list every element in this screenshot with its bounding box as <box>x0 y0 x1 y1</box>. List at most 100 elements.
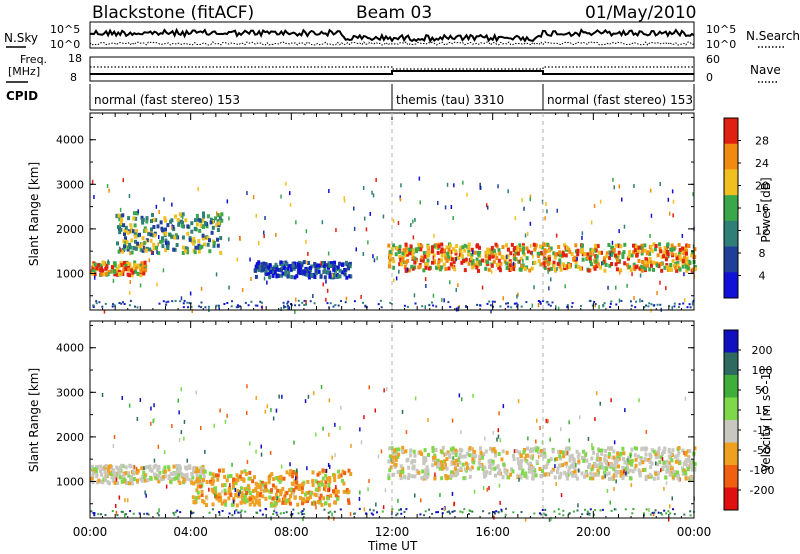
data-cell <box>609 462 613 467</box>
data-cell <box>475 260 479 265</box>
data-cell <box>372 193 375 198</box>
data-cell <box>302 260 306 265</box>
data-cell <box>345 275 349 280</box>
data-cell <box>447 247 451 252</box>
data-cell <box>338 261 342 266</box>
data-cell <box>672 263 676 268</box>
data-cell <box>390 446 394 451</box>
data-cell <box>609 306 612 308</box>
data-cell <box>577 459 581 464</box>
data-cell <box>288 306 290 311</box>
data-cell <box>274 262 278 267</box>
data-cell <box>643 248 647 253</box>
data-cell <box>615 267 619 272</box>
data-cell <box>113 304 116 307</box>
data-cell <box>687 458 691 463</box>
data-cell <box>452 216 454 220</box>
data-cell <box>644 260 648 265</box>
data-cell <box>682 462 686 466</box>
y-tick-label: 2000 <box>56 431 84 444</box>
data-cell <box>466 192 468 197</box>
data-cell <box>648 267 652 272</box>
data-cell <box>287 300 290 303</box>
data-cell <box>297 299 300 302</box>
data-cell <box>190 221 194 226</box>
data-cell <box>625 471 627 476</box>
data-cell <box>673 302 676 305</box>
data-cell <box>129 268 133 273</box>
data-cell <box>549 304 552 307</box>
data-cell <box>289 202 292 207</box>
colorbar-tick-label: 4 <box>759 270 766 283</box>
data-cell <box>166 240 170 245</box>
data-cell <box>364 216 366 221</box>
data-cell <box>189 291 192 296</box>
data-cell <box>263 234 265 239</box>
data-cell <box>145 493 147 498</box>
data-cell <box>305 272 309 277</box>
data-cell <box>124 465 128 470</box>
data-cell <box>612 463 616 468</box>
data-cell <box>603 268 607 273</box>
data-cell <box>399 469 403 474</box>
frequency-panel: Freq. [MHz] 18 8 60 0 Nave <box>6 52 781 84</box>
data-cell <box>113 481 117 485</box>
y-tick-label: 3000 <box>56 386 84 399</box>
data-cell <box>633 466 637 471</box>
data-cell <box>307 275 311 280</box>
colorbar-tick-label: 100 <box>752 364 773 377</box>
data-cell <box>619 268 623 273</box>
data-cell <box>212 241 216 245</box>
data-cell <box>613 185 615 190</box>
data-cell <box>451 264 455 269</box>
data-cell <box>500 508 503 511</box>
data-cell <box>315 263 319 268</box>
data-cell <box>681 233 684 238</box>
data-cell <box>687 456 691 461</box>
data-cell <box>507 305 510 308</box>
data-cell <box>540 250 543 255</box>
data-cell <box>625 458 629 462</box>
data-cell <box>436 458 440 463</box>
data-cell <box>516 473 519 478</box>
data-cell <box>319 493 323 498</box>
data-cell <box>584 508 586 511</box>
data-cell <box>602 304 605 306</box>
data-cell <box>93 512 96 515</box>
data-cell <box>438 466 442 471</box>
data-cell <box>201 218 205 223</box>
data-cell <box>269 270 273 275</box>
data-cell <box>93 272 97 277</box>
data-cell <box>389 301 392 304</box>
data-cell <box>423 474 426 479</box>
data-cell <box>541 509 544 511</box>
data-cell <box>155 475 159 480</box>
data-cell <box>358 496 361 501</box>
data-cell <box>418 176 421 181</box>
data-cell <box>559 456 562 461</box>
data-cell <box>610 446 614 451</box>
colorbar-swatch <box>724 352 738 376</box>
data-cell <box>157 242 159 247</box>
data-cell <box>693 247 697 252</box>
data-cell <box>553 475 557 480</box>
data-cell <box>218 468 221 473</box>
data-cell <box>382 214 385 219</box>
data-cell <box>360 294 362 299</box>
data-cell <box>246 191 248 196</box>
data-cell <box>604 448 608 453</box>
data-cell <box>248 491 252 495</box>
data-cell <box>556 466 560 471</box>
data-cell <box>570 305 573 308</box>
data-cell <box>103 272 107 277</box>
data-cell <box>420 452 424 456</box>
y-tick-label: 3000 <box>56 178 84 191</box>
data-cell <box>267 480 271 485</box>
data-cell <box>112 261 116 266</box>
data-cell <box>129 510 132 513</box>
data-cell <box>628 250 632 255</box>
data-cell <box>493 466 497 471</box>
data-cell <box>305 300 307 304</box>
data-cell <box>200 489 204 494</box>
